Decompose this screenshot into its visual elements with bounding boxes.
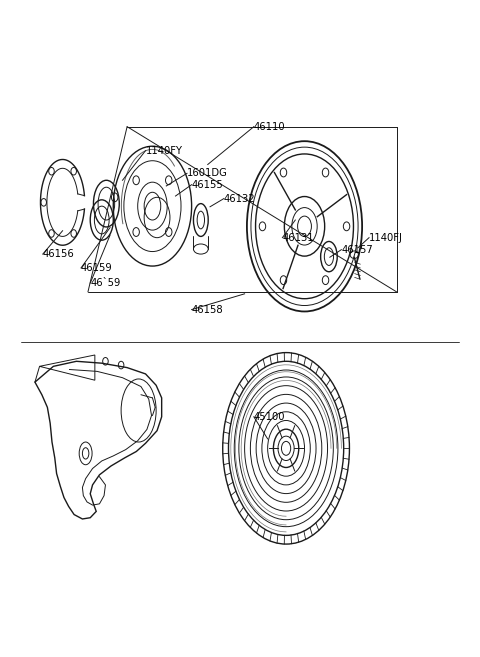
- Text: 46132: 46132: [224, 194, 255, 204]
- Text: 46156: 46156: [43, 249, 74, 259]
- Text: 46131: 46131: [282, 233, 314, 242]
- Text: 46159: 46159: [81, 263, 113, 273]
- Text: 46155: 46155: [192, 180, 223, 190]
- Text: 46`59: 46`59: [90, 278, 120, 288]
- Text: 1140FJ: 1140FJ: [369, 233, 403, 242]
- Text: 46110: 46110: [254, 122, 286, 131]
- Text: 1140FY: 1140FY: [145, 146, 182, 156]
- Text: 46158: 46158: [192, 305, 223, 315]
- Text: 1601DG: 1601DG: [187, 168, 228, 178]
- Text: 45100: 45100: [254, 412, 285, 422]
- Text: 46157: 46157: [341, 244, 373, 255]
